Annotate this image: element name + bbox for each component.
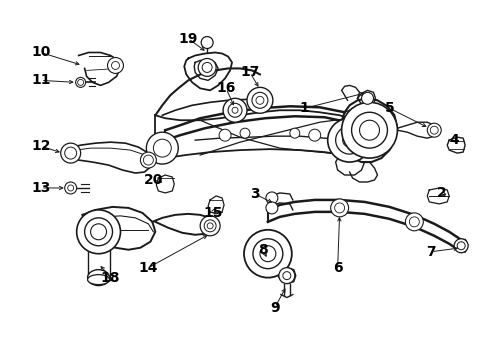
Circle shape — [341, 102, 397, 158]
Circle shape — [308, 129, 320, 141]
Circle shape — [219, 129, 230, 141]
Text: 19: 19 — [178, 32, 198, 46]
Circle shape — [203, 220, 216, 232]
Circle shape — [201, 37, 213, 49]
Circle shape — [255, 96, 264, 104]
Circle shape — [67, 185, 74, 191]
Circle shape — [107, 58, 123, 73]
Circle shape — [351, 112, 386, 148]
Circle shape — [64, 182, 77, 194]
Circle shape — [265, 192, 277, 204]
Text: 2: 2 — [436, 186, 446, 200]
Circle shape — [405, 213, 423, 231]
Circle shape — [143, 155, 153, 165]
Text: 10: 10 — [31, 45, 50, 59]
Circle shape — [146, 132, 178, 164]
Circle shape — [240, 128, 249, 138]
Text: 15: 15 — [203, 206, 223, 220]
Circle shape — [260, 246, 275, 262]
Text: 13: 13 — [31, 181, 50, 195]
Circle shape — [361, 92, 373, 104]
Text: 20: 20 — [143, 173, 163, 187]
Text: 7: 7 — [426, 245, 435, 259]
Circle shape — [244, 230, 291, 278]
Circle shape — [202, 62, 212, 72]
Circle shape — [252, 239, 282, 269]
Circle shape — [289, 128, 299, 138]
Text: 12: 12 — [31, 139, 50, 153]
Circle shape — [429, 126, 437, 134]
Circle shape — [111, 62, 119, 69]
Circle shape — [140, 152, 156, 168]
Circle shape — [232, 107, 238, 113]
Circle shape — [334, 203, 344, 213]
Circle shape — [335, 126, 363, 154]
Circle shape — [77, 210, 120, 254]
Text: 17: 17 — [240, 66, 259, 80]
Circle shape — [408, 217, 419, 227]
Circle shape — [330, 199, 348, 217]
Text: 6: 6 — [332, 261, 342, 275]
Circle shape — [327, 118, 371, 162]
Circle shape — [251, 92, 267, 108]
Text: 8: 8 — [258, 243, 267, 257]
Text: 5: 5 — [384, 101, 393, 115]
Circle shape — [61, 143, 81, 163]
Circle shape — [64, 147, 77, 159]
Circle shape — [359, 120, 379, 140]
Text: 14: 14 — [138, 261, 158, 275]
Circle shape — [278, 268, 294, 284]
Text: 16: 16 — [216, 81, 235, 95]
Text: 1: 1 — [299, 101, 309, 115]
Circle shape — [227, 103, 242, 117]
Circle shape — [198, 58, 216, 76]
Text: 18: 18 — [101, 271, 120, 285]
Circle shape — [200, 216, 220, 236]
Circle shape — [246, 87, 272, 113]
Circle shape — [84, 218, 112, 246]
Circle shape — [282, 272, 290, 280]
Text: 4: 4 — [448, 133, 458, 147]
Ellipse shape — [87, 275, 109, 285]
Circle shape — [223, 98, 246, 122]
Text: 3: 3 — [250, 187, 259, 201]
Circle shape — [90, 224, 106, 240]
Circle shape — [76, 77, 85, 87]
Circle shape — [453, 239, 467, 253]
Circle shape — [153, 139, 171, 157]
Text: 11: 11 — [31, 73, 50, 87]
Circle shape — [78, 80, 83, 85]
Ellipse shape — [87, 270, 109, 285]
Circle shape — [456, 242, 464, 250]
Circle shape — [265, 202, 277, 214]
Circle shape — [207, 223, 213, 229]
Circle shape — [342, 133, 356, 147]
Text: 9: 9 — [269, 301, 279, 315]
Circle shape — [427, 123, 440, 137]
